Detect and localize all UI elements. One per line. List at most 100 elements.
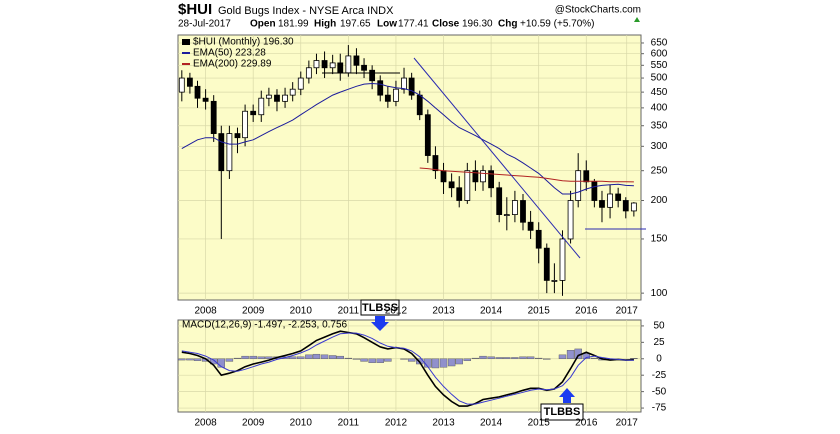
x-tick-label: 2013 (432, 418, 455, 429)
x-tick-label: 2016 (575, 418, 598, 429)
candle-body (504, 215, 509, 216)
y-tick-label: -75 (652, 403, 667, 414)
candle-body (576, 171, 581, 201)
y-tick-label: 0 (656, 353, 662, 364)
price-panel (178, 35, 641, 300)
candle-body (599, 201, 604, 208)
y-tick-label: 200 (651, 195, 668, 206)
histogram-bar (440, 359, 447, 368)
info-value: 181.99 (278, 19, 309, 30)
histogram-bar (265, 357, 272, 359)
candle-body (362, 65, 367, 70)
source: @StockCharts.com (555, 5, 641, 16)
y-tick-label: 300 (651, 141, 668, 152)
histogram-bar (448, 359, 455, 366)
y-tick-label: 450 (651, 87, 668, 98)
legend-label: $HUI (Monthly) 196.30 (193, 37, 294, 48)
candle-body (465, 171, 470, 201)
histogram-bar (258, 357, 265, 359)
candle-body (354, 56, 359, 65)
candle-body (243, 111, 248, 137)
x-tick-label: 2015 (528, 306, 551, 317)
candle-body (259, 98, 264, 115)
histogram-bar (250, 356, 257, 359)
x-tick-label: 2010 (290, 306, 313, 317)
x-tick-label: 2011 (338, 418, 360, 429)
candle-body (393, 89, 398, 101)
histogram-bar (337, 356, 344, 359)
x-tick-label: 2017 (616, 418, 639, 429)
y-tick-label: -25 (652, 370, 667, 381)
y-tick-label: 50 (653, 321, 665, 332)
histogram-bar (218, 359, 225, 368)
macd-legend: MACD(12,26,9) -1.497, -2.253, 0.756 (182, 320, 348, 331)
candle-body (298, 78, 303, 89)
x-tick-label: 2009 (242, 418, 265, 429)
info-value: 177.41 (398, 19, 429, 30)
info-label: Low (377, 19, 397, 30)
histogram-bar (401, 359, 408, 360)
candle-body (322, 61, 327, 68)
x-tick-label: 2011 (338, 306, 360, 317)
info-value: 197.65 (340, 19, 371, 30)
candle-body (631, 203, 636, 211)
histogram-bar (297, 357, 304, 359)
y-tick-label: 150 (651, 234, 668, 245)
x-tick-label: 2014 (480, 306, 503, 317)
candle-body (544, 248, 549, 280)
candle-body (306, 68, 311, 78)
up-icon (634, 17, 640, 22)
histogram-bar (345, 358, 352, 359)
histogram-bar (289, 357, 296, 359)
legend-label: EMA(50) 223.28 (193, 48, 266, 59)
x-tick-label: 2008 (194, 306, 217, 317)
histogram-bar (480, 356, 487, 359)
candle-body (187, 78, 192, 86)
candle-body (211, 101, 216, 133)
candle-body (560, 239, 565, 280)
y-tick-label: 350 (651, 120, 668, 131)
info-label: High (314, 19, 336, 30)
candle-body (330, 63, 335, 68)
candle-body (370, 70, 375, 80)
info-label: Open (250, 19, 276, 30)
x-tick-label: 2009 (242, 306, 265, 317)
histogram-bar (488, 357, 495, 359)
candle-body (520, 201, 525, 223)
histogram-bar (432, 359, 439, 368)
histogram-bar (186, 359, 193, 360)
chart-subtitle: Gold Bugs Index - NYSE Arca INDX (218, 5, 394, 17)
x-tick-label: 2016 (575, 306, 598, 317)
candle-body (512, 201, 517, 215)
candle-body (417, 95, 422, 115)
candle-body (251, 111, 256, 114)
y-tick-label: -50 (652, 386, 667, 397)
histogram-bar (178, 359, 185, 360)
histogram-bar (408, 359, 415, 362)
y-tick-label: 250 (651, 165, 668, 176)
y-tick-label: 400 (651, 103, 668, 114)
candle-body (283, 95, 288, 101)
histogram-bar (377, 359, 384, 363)
x-tick-label: 2012 (385, 306, 408, 317)
histogram-bar (535, 358, 542, 359)
histogram-bar (384, 359, 391, 362)
candle-body (481, 171, 486, 182)
x-tick-label: 2013 (432, 306, 455, 317)
x-tick-label: 2014 (480, 418, 503, 429)
histogram-bar (503, 357, 510, 358)
y-tick-label: 600 (651, 48, 668, 59)
y-tick-label: 650 (651, 38, 668, 49)
histogram-bar (464, 359, 471, 361)
candle-body (338, 63, 343, 73)
info-label: Close (432, 19, 460, 30)
y-tick-label: 25 (653, 337, 665, 348)
candle-body (449, 182, 454, 188)
histogram-bar (234, 358, 241, 359)
candle-body (536, 230, 541, 248)
chart-title: $HUI (178, 1, 212, 18)
candle-body (314, 61, 319, 68)
histogram-bar (511, 357, 518, 358)
info-date: 28-Jul-2017 (178, 19, 231, 30)
